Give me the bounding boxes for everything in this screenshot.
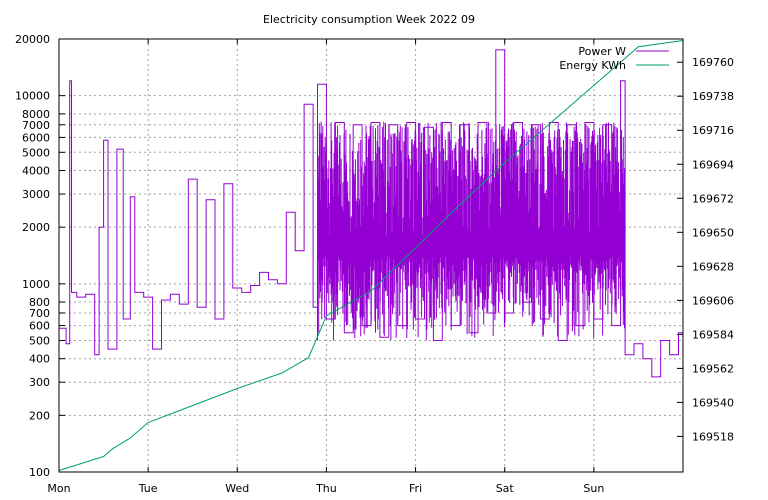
y-left-tick-label: 8000 — [22, 108, 50, 121]
x-tick-label: Fri — [409, 482, 422, 495]
legend-label-energy: Energy KWh — [559, 59, 626, 72]
x-tick-label: Tue — [138, 482, 158, 495]
y-right-tick-label: 169672 — [692, 192, 734, 205]
series-energy — [58, 40, 684, 471]
y-left-tick-label: 400 — [29, 353, 50, 366]
series-power — [59, 49, 684, 378]
legend-label-power: Power W — [578, 45, 626, 58]
y-left-tick-label: 700 — [29, 307, 50, 320]
y-left-tick-label: 6000 — [22, 131, 50, 144]
y-left-tick-label: 800 — [29, 296, 50, 309]
y-left-tick-label: 2000 — [22, 221, 50, 234]
x-tick-label: Thu — [315, 482, 337, 495]
x-tick-label: Wed — [225, 482, 249, 495]
energy-line — [58, 40, 684, 471]
y-left-tick-label: 3000 — [22, 188, 50, 201]
y-right-tick-label: 169518 — [692, 430, 734, 443]
y-right-tick-label: 169760 — [692, 56, 734, 69]
chart-title: Electricity consumption Week 2022 09 — [263, 13, 475, 26]
y-right-tick-label: 169694 — [692, 158, 734, 171]
y-left-tick-label: 7000 — [22, 119, 50, 132]
x-tick-label: Sat — [496, 482, 515, 495]
y-left-tick-label: 4000 — [22, 165, 50, 178]
y-left-tick-label: 100 — [29, 466, 50, 479]
axes: Mon Tue Wed Thu Fri Sat Sun1002003004005006007… — [15, 33, 734, 495]
plot-border — [58, 38, 684, 473]
y-right-tick-label: 169716 — [692, 124, 734, 137]
y-left-tick-label: 20000 — [15, 33, 50, 46]
y-left-tick-label: 300 — [29, 376, 50, 389]
y-right-tick-label: 169540 — [692, 396, 734, 409]
y-left-tick-label: 500 — [29, 334, 50, 347]
y-left-tick-label: 600 — [29, 320, 50, 333]
x-tick-label: Mon — [47, 482, 70, 495]
y-right-tick-label: 169628 — [692, 260, 734, 273]
y-right-tick-label: 169606 — [692, 294, 734, 307]
power-band — [317, 121, 625, 341]
y-right-tick-label: 169584 — [692, 328, 734, 341]
y-right-tick-label: 169562 — [692, 362, 734, 375]
y-left-tick-label: 10000 — [15, 90, 50, 103]
power-line — [59, 49, 684, 378]
y-right-tick-label: 169650 — [692, 226, 734, 239]
x-tick-label: Sun — [583, 482, 604, 495]
y-left-tick-label: 1000 — [22, 278, 50, 291]
y-left-tick-label: 200 — [29, 409, 50, 422]
y-left-tick-label: 5000 — [22, 146, 50, 159]
legend: Power W Energy KWh — [559, 45, 669, 72]
y-right-tick-label: 169738 — [692, 90, 734, 103]
